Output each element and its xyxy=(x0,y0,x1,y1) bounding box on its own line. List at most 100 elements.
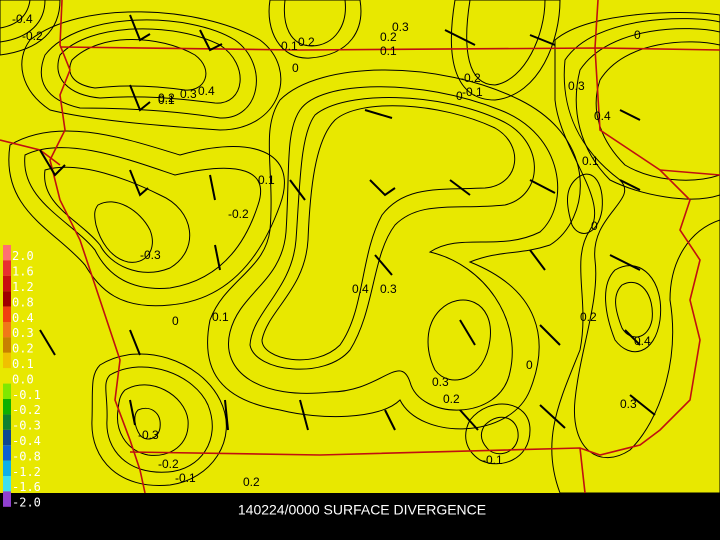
wind-barb xyxy=(199,29,223,52)
base-field xyxy=(0,0,720,493)
contour-region xyxy=(44,166,191,273)
wind-barb xyxy=(299,399,309,431)
contour-label: 0.3 xyxy=(380,282,397,296)
contour-label: 0 xyxy=(591,219,598,233)
contour-region xyxy=(91,353,227,487)
legend: 2.01.61.20.80.40.30.20.10.0-0.1-0.2-0.3-… xyxy=(3,245,41,510)
legend-swatch xyxy=(3,460,11,476)
contour-label: 0.3 xyxy=(620,397,637,411)
wind-barb xyxy=(449,179,471,196)
wind-barb xyxy=(289,179,306,201)
border xyxy=(129,0,701,456)
wind-barb xyxy=(624,329,641,346)
contour-region xyxy=(465,403,531,465)
legend-label: -1.2 xyxy=(12,465,41,479)
wind-barb xyxy=(529,249,546,271)
legend-swatch xyxy=(3,322,11,338)
wind-barb xyxy=(214,244,221,271)
legend-label: 0.4 xyxy=(12,311,34,325)
wind-barb xyxy=(459,319,476,346)
legend-swatch xyxy=(3,429,11,446)
legend-swatch xyxy=(3,491,11,507)
contour-label: 0.2 xyxy=(580,310,597,324)
legend-label: 0.3 xyxy=(12,326,34,340)
contour-label: -0.3 xyxy=(138,428,159,442)
contour-field xyxy=(0,0,720,494)
contour-region xyxy=(116,384,189,456)
wind-barbs xyxy=(39,14,656,431)
wind-barb xyxy=(224,399,229,431)
legend-label: -1.6 xyxy=(12,480,41,494)
contour-region xyxy=(466,0,546,86)
contour-region xyxy=(481,416,519,455)
contour-label: 0 xyxy=(292,61,299,75)
border xyxy=(59,46,720,51)
contour-label: 0 xyxy=(456,89,463,103)
wind-barb xyxy=(529,179,556,194)
contour-label: 0 xyxy=(172,314,179,328)
state-borders xyxy=(0,0,720,494)
legend-label: 1.6 xyxy=(12,265,34,279)
legend-label: 0.8 xyxy=(12,295,34,309)
contour-label: 0.4 xyxy=(198,84,215,98)
contour-label: 0.2 xyxy=(298,35,315,49)
contour-region xyxy=(40,19,257,119)
contour-label: -0.3 xyxy=(140,248,161,262)
contour-label: 0.2 xyxy=(443,392,460,406)
wind-barb xyxy=(369,179,396,197)
contour-region xyxy=(551,12,720,494)
wind-barb xyxy=(384,409,396,431)
legend-label: -0.2 xyxy=(12,403,41,417)
contour-label: 0.2 xyxy=(243,475,260,489)
contour-region xyxy=(0,0,46,43)
contour-label: 0.4 xyxy=(634,334,651,348)
legend-swatch xyxy=(3,291,11,307)
legend-label: 0.2 xyxy=(12,342,34,356)
contour-region xyxy=(249,97,535,370)
border xyxy=(49,0,146,494)
contour-region xyxy=(94,201,153,263)
contour-region xyxy=(105,366,213,473)
wind-barb xyxy=(539,324,561,346)
contour-region xyxy=(268,0,362,59)
wind-barb xyxy=(374,254,393,276)
wind-barb xyxy=(209,174,216,201)
contour-label: 0.3 xyxy=(392,20,409,34)
contour-label: 0.1 xyxy=(258,173,275,187)
legend-swatch xyxy=(3,368,11,384)
legend-swatch xyxy=(3,352,11,369)
contour-label: -0.1 xyxy=(482,453,503,467)
wind-barb xyxy=(39,329,56,356)
legend-label: 1.2 xyxy=(12,280,34,294)
contour-label: -0.4 xyxy=(12,12,33,26)
wind-barb xyxy=(459,409,479,431)
wind-barb xyxy=(529,34,556,46)
legend-swatch xyxy=(3,337,11,353)
wind-barb xyxy=(129,329,141,356)
contour-region xyxy=(261,105,516,361)
contour-label: 0.2 xyxy=(158,91,175,105)
legend-label: 2.0 xyxy=(12,249,34,263)
wind-barb xyxy=(129,399,136,426)
contour-label: 0.3 xyxy=(568,79,585,93)
contour-region xyxy=(228,86,559,411)
wind-barb xyxy=(129,84,151,112)
wind-barb xyxy=(629,394,656,416)
legend-swatch xyxy=(3,260,11,276)
border xyxy=(659,169,720,176)
legend-label: 0.0 xyxy=(12,372,34,386)
wind-barb xyxy=(619,109,641,121)
contour-region xyxy=(57,28,241,104)
legend-label: -0.3 xyxy=(12,419,41,433)
contour-region xyxy=(21,11,282,131)
contour-label: 0.1 xyxy=(158,93,175,107)
contour-region xyxy=(8,130,285,307)
contour-label: -0.2 xyxy=(228,207,249,221)
legend-label: -0.1 xyxy=(12,388,41,402)
contour-region xyxy=(207,69,581,430)
contour-region xyxy=(283,0,346,47)
map-caption: 140224/0000 SURFACE DIVERGENCE xyxy=(238,502,486,518)
wind-barb xyxy=(39,149,66,177)
contour-label: 0.1 xyxy=(582,154,599,168)
